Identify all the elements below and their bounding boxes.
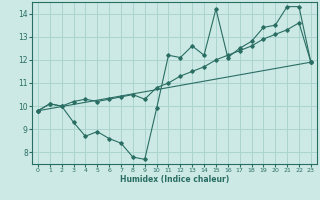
X-axis label: Humidex (Indice chaleur): Humidex (Indice chaleur) (120, 175, 229, 184)
